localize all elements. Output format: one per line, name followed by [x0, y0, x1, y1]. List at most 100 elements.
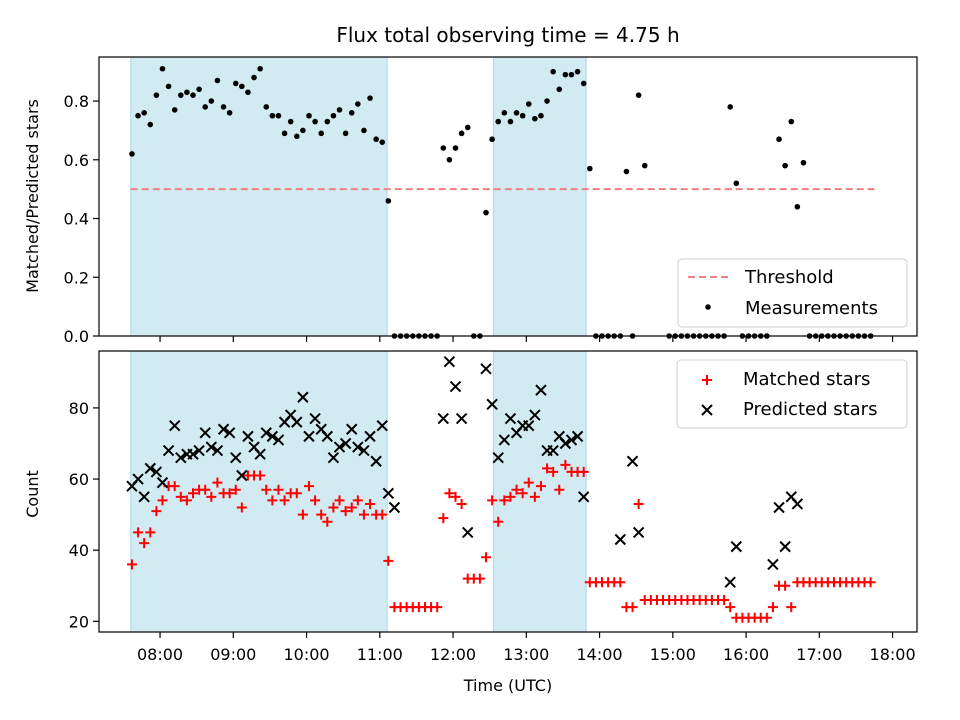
measurement-point — [641, 162, 648, 169]
measurement-point — [562, 71, 569, 78]
measurement-point — [501, 110, 508, 116]
matched-star-point — [627, 602, 638, 613]
predicted-star-point — [559, 437, 572, 450]
predicted-star-point — [626, 455, 639, 467]
predicted-star-point — [724, 576, 736, 588]
measurement-point — [379, 139, 386, 145]
predicted-star-point — [242, 430, 254, 443]
predicted-star-point — [577, 491, 590, 503]
x-tick-label: 08:00 — [137, 645, 183, 664]
x-tick-label: 18:00 — [870, 645, 916, 664]
matched-star-point — [151, 506, 162, 517]
predicted-star-point — [254, 448, 266, 460]
observing-span-1-0 — [130, 350, 388, 633]
matched-star-point — [328, 502, 339, 513]
predicted-star-point — [455, 412, 468, 425]
matched-star-point — [767, 602, 778, 613]
predicted-star-point — [156, 476, 169, 489]
predicted-star-point — [168, 419, 181, 432]
measurement-point — [293, 133, 300, 140]
x-tick-label: 12:00 — [430, 645, 476, 664]
matched-star-point — [554, 484, 565, 495]
y-tick-label: 20 — [69, 612, 89, 631]
matched-star-point — [615, 577, 626, 588]
measurement-point — [336, 107, 343, 113]
matched-star-point — [334, 495, 345, 506]
measurement-point — [129, 151, 135, 157]
matched-star-point — [865, 577, 876, 588]
x-tick-label: 11:00 — [357, 645, 403, 664]
measurement-point — [635, 92, 642, 98]
measurement-point — [727, 104, 734, 110]
legend-matched-label: Matched stars — [743, 369, 870, 390]
legend-measurements-swatch — [705, 304, 711, 310]
measurement-point — [556, 86, 563, 93]
measurement-point — [361, 127, 367, 134]
measurement-point — [202, 104, 209, 110]
predicted-star-point — [138, 491, 150, 503]
matched-star-point — [358, 509, 369, 520]
predicted-star-point — [358, 444, 370, 457]
x-tick-label: 13:00 — [503, 645, 549, 664]
matched-star-point — [761, 612, 772, 623]
matched-star-point — [273, 484, 284, 495]
matched-star-point — [236, 502, 247, 513]
measurement-point — [440, 145, 447, 151]
measurement-point — [495, 118, 502, 125]
measurement-point — [239, 83, 245, 90]
measurement-point — [232, 80, 239, 87]
measurement-point — [544, 98, 550, 104]
predicted-star-point — [791, 498, 804, 510]
matched-star-point — [346, 502, 357, 513]
measurement-point — [373, 136, 379, 143]
x-tick-label: 16:00 — [723, 645, 769, 664]
measurement-point — [513, 110, 520, 116]
measurement-point — [324, 118, 331, 125]
matched-star-point — [450, 491, 461, 502]
matched-star-point — [224, 488, 235, 499]
matched-star-point — [297, 509, 308, 520]
measurement-point — [348, 110, 355, 116]
x-axis-label: Time (UTC) — [463, 676, 552, 695]
legend-top — [677, 258, 908, 328]
predicted-star-point — [291, 416, 303, 428]
matched-star-point — [725, 602, 736, 613]
legends: Threshold Measurements Matched stars Predic… — [676, 258, 908, 429]
matched-star-point — [487, 495, 498, 506]
measurement-point — [587, 165, 593, 172]
predicted-star-point — [333, 441, 346, 453]
measurement-point — [580, 80, 587, 87]
predicted-star-point — [321, 430, 334, 443]
predicted-star-point — [370, 455, 382, 467]
matched-star-point — [383, 555, 394, 566]
y-tick-label: 0.6 — [64, 151, 89, 170]
matched-star-point — [542, 463, 553, 474]
matched-star-point — [291, 488, 302, 499]
measurement-point — [776, 136, 782, 143]
predicted-star-point — [352, 441, 364, 453]
measurement-point — [275, 112, 282, 119]
y-tick-label: 0.2 — [64, 268, 89, 287]
matched-star-point — [780, 580, 791, 591]
matched-star-point — [255, 470, 266, 481]
predicted-star-point — [150, 466, 163, 478]
matched-star-point — [279, 495, 290, 506]
measurement-point — [452, 145, 459, 151]
predicted-star-point — [480, 363, 492, 375]
matched-star-point — [175, 491, 186, 502]
top-y-axis-label: Matched/Predicted stars — [23, 99, 42, 293]
predicted-star-point — [205, 441, 218, 453]
matched-star-point — [499, 495, 510, 506]
observing-spans — [130, 56, 587, 633]
observing-span-0-0 — [130, 56, 388, 337]
matched-star-point — [157, 495, 168, 506]
measurement-point — [306, 112, 312, 119]
matched-star-point — [719, 594, 730, 605]
matched-star-point — [438, 513, 449, 524]
matched-star-point — [133, 527, 144, 538]
measurement-point — [550, 68, 556, 75]
predicted-star-point — [199, 427, 211, 439]
observing-span-1-1 — [492, 350, 587, 633]
measurement-point — [245, 89, 251, 96]
matched-star-point — [188, 488, 199, 499]
